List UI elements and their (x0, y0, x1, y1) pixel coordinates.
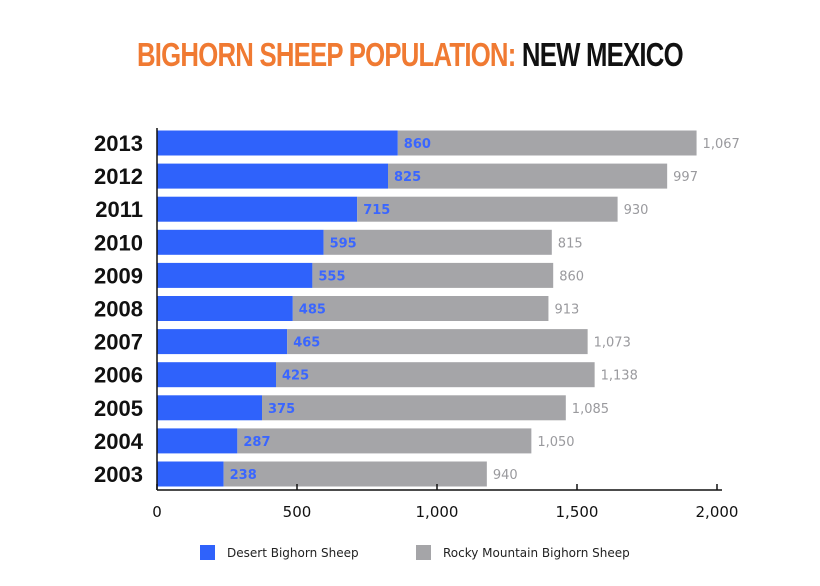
year-label: 2007 (94, 330, 143, 355)
data-label-desert: 860 (404, 137, 431, 152)
data-label-desert: 555 (318, 269, 345, 284)
data-label-desert: 238 (230, 468, 257, 483)
bar-desert (157, 461, 224, 487)
x-tick-label: 0 (152, 503, 162, 521)
bar-desert (157, 229, 324, 255)
bar-desert (157, 329, 288, 355)
bar-desert (157, 163, 388, 189)
data-label-desert: 825 (394, 170, 421, 185)
data-label-desert: 375 (268, 402, 295, 417)
x-tick-label: 500 (283, 503, 312, 521)
legend-label-desert: Desert Bighorn Sheep (227, 546, 359, 560)
year-label: 2009 (94, 263, 143, 288)
data-label-desert: 425 (282, 369, 309, 384)
year-label: 2003 (94, 462, 143, 487)
data-label-desert: 465 (293, 336, 320, 351)
data-label-rocky-mountain: 1,050 (537, 435, 574, 450)
data-label-rocky-mountain: 860 (559, 269, 584, 284)
bar-desert (157, 362, 276, 388)
bar-desert (157, 296, 293, 321)
year-label: 2006 (94, 363, 143, 388)
year-label: 2010 (94, 230, 143, 255)
year-label: 2005 (94, 396, 143, 421)
bar-desert (157, 395, 262, 421)
data-label-rocky-mountain: 1,138 (601, 369, 638, 384)
data-label-rocky-mountain: 1,073 (594, 336, 631, 351)
legend-label-rocky-mountain: Rocky Mountain Bighorn Sheep (443, 546, 630, 560)
bar-desert (157, 130, 398, 156)
data-label-rocky-mountain: 930 (624, 203, 649, 218)
data-label-rocky-mountain: 1,085 (572, 402, 609, 417)
bar-rocky-mountain (223, 461, 487, 487)
legend-swatch-rocky-mountain (416, 545, 431, 560)
bar-desert (157, 196, 358, 222)
year-label: 2008 (94, 297, 143, 322)
data-label-rocky-mountain: 815 (558, 236, 583, 251)
bar-rocky-mountain (357, 196, 618, 222)
bar-rocky-mountain (388, 163, 668, 189)
x-tick-label: 2,000 (696, 503, 739, 521)
bar-desert (157, 428, 238, 454)
x-tick-label: 1,500 (556, 503, 599, 521)
x-tick-label: 1,000 (416, 503, 459, 521)
data-label-rocky-mountain: 1,067 (703, 137, 740, 152)
data-label-desert: 485 (299, 303, 326, 318)
data-label-desert: 715 (363, 203, 390, 218)
bar-desert (157, 262, 313, 288)
chart-title: BIGHORN SHEEP POPULATION: NEW MEXICO (0, 36, 820, 74)
data-label-rocky-mountain: 997 (673, 170, 698, 185)
chart-title-part1: BIGHORN SHEEP POPULATION: (137, 36, 516, 73)
year-label: 2012 (94, 164, 143, 189)
data-label-rocky-mountain: 913 (554, 303, 579, 318)
chart-title-part2: NEW MEXICO (521, 36, 684, 73)
bar-rocky-mountain (276, 362, 595, 388)
bar-rocky-mountain (397, 130, 697, 156)
bar-rocky-mountain (237, 428, 532, 454)
bar-rocky-mountain (292, 296, 549, 321)
legend-swatch-desert (200, 545, 215, 560)
bar-rocky-mountain (262, 395, 566, 421)
bar-rocky-mountain (287, 329, 588, 355)
data-label-rocky-mountain: 940 (493, 468, 518, 483)
data-label-desert: 595 (330, 236, 357, 251)
year-label: 2011 (95, 197, 143, 222)
data-label-desert: 287 (243, 435, 270, 450)
bar-rocky-mountain (323, 229, 552, 255)
year-label: 2013 (94, 131, 143, 156)
year-label: 2004 (94, 429, 144, 454)
bar-rocky-mountain (312, 262, 554, 288)
